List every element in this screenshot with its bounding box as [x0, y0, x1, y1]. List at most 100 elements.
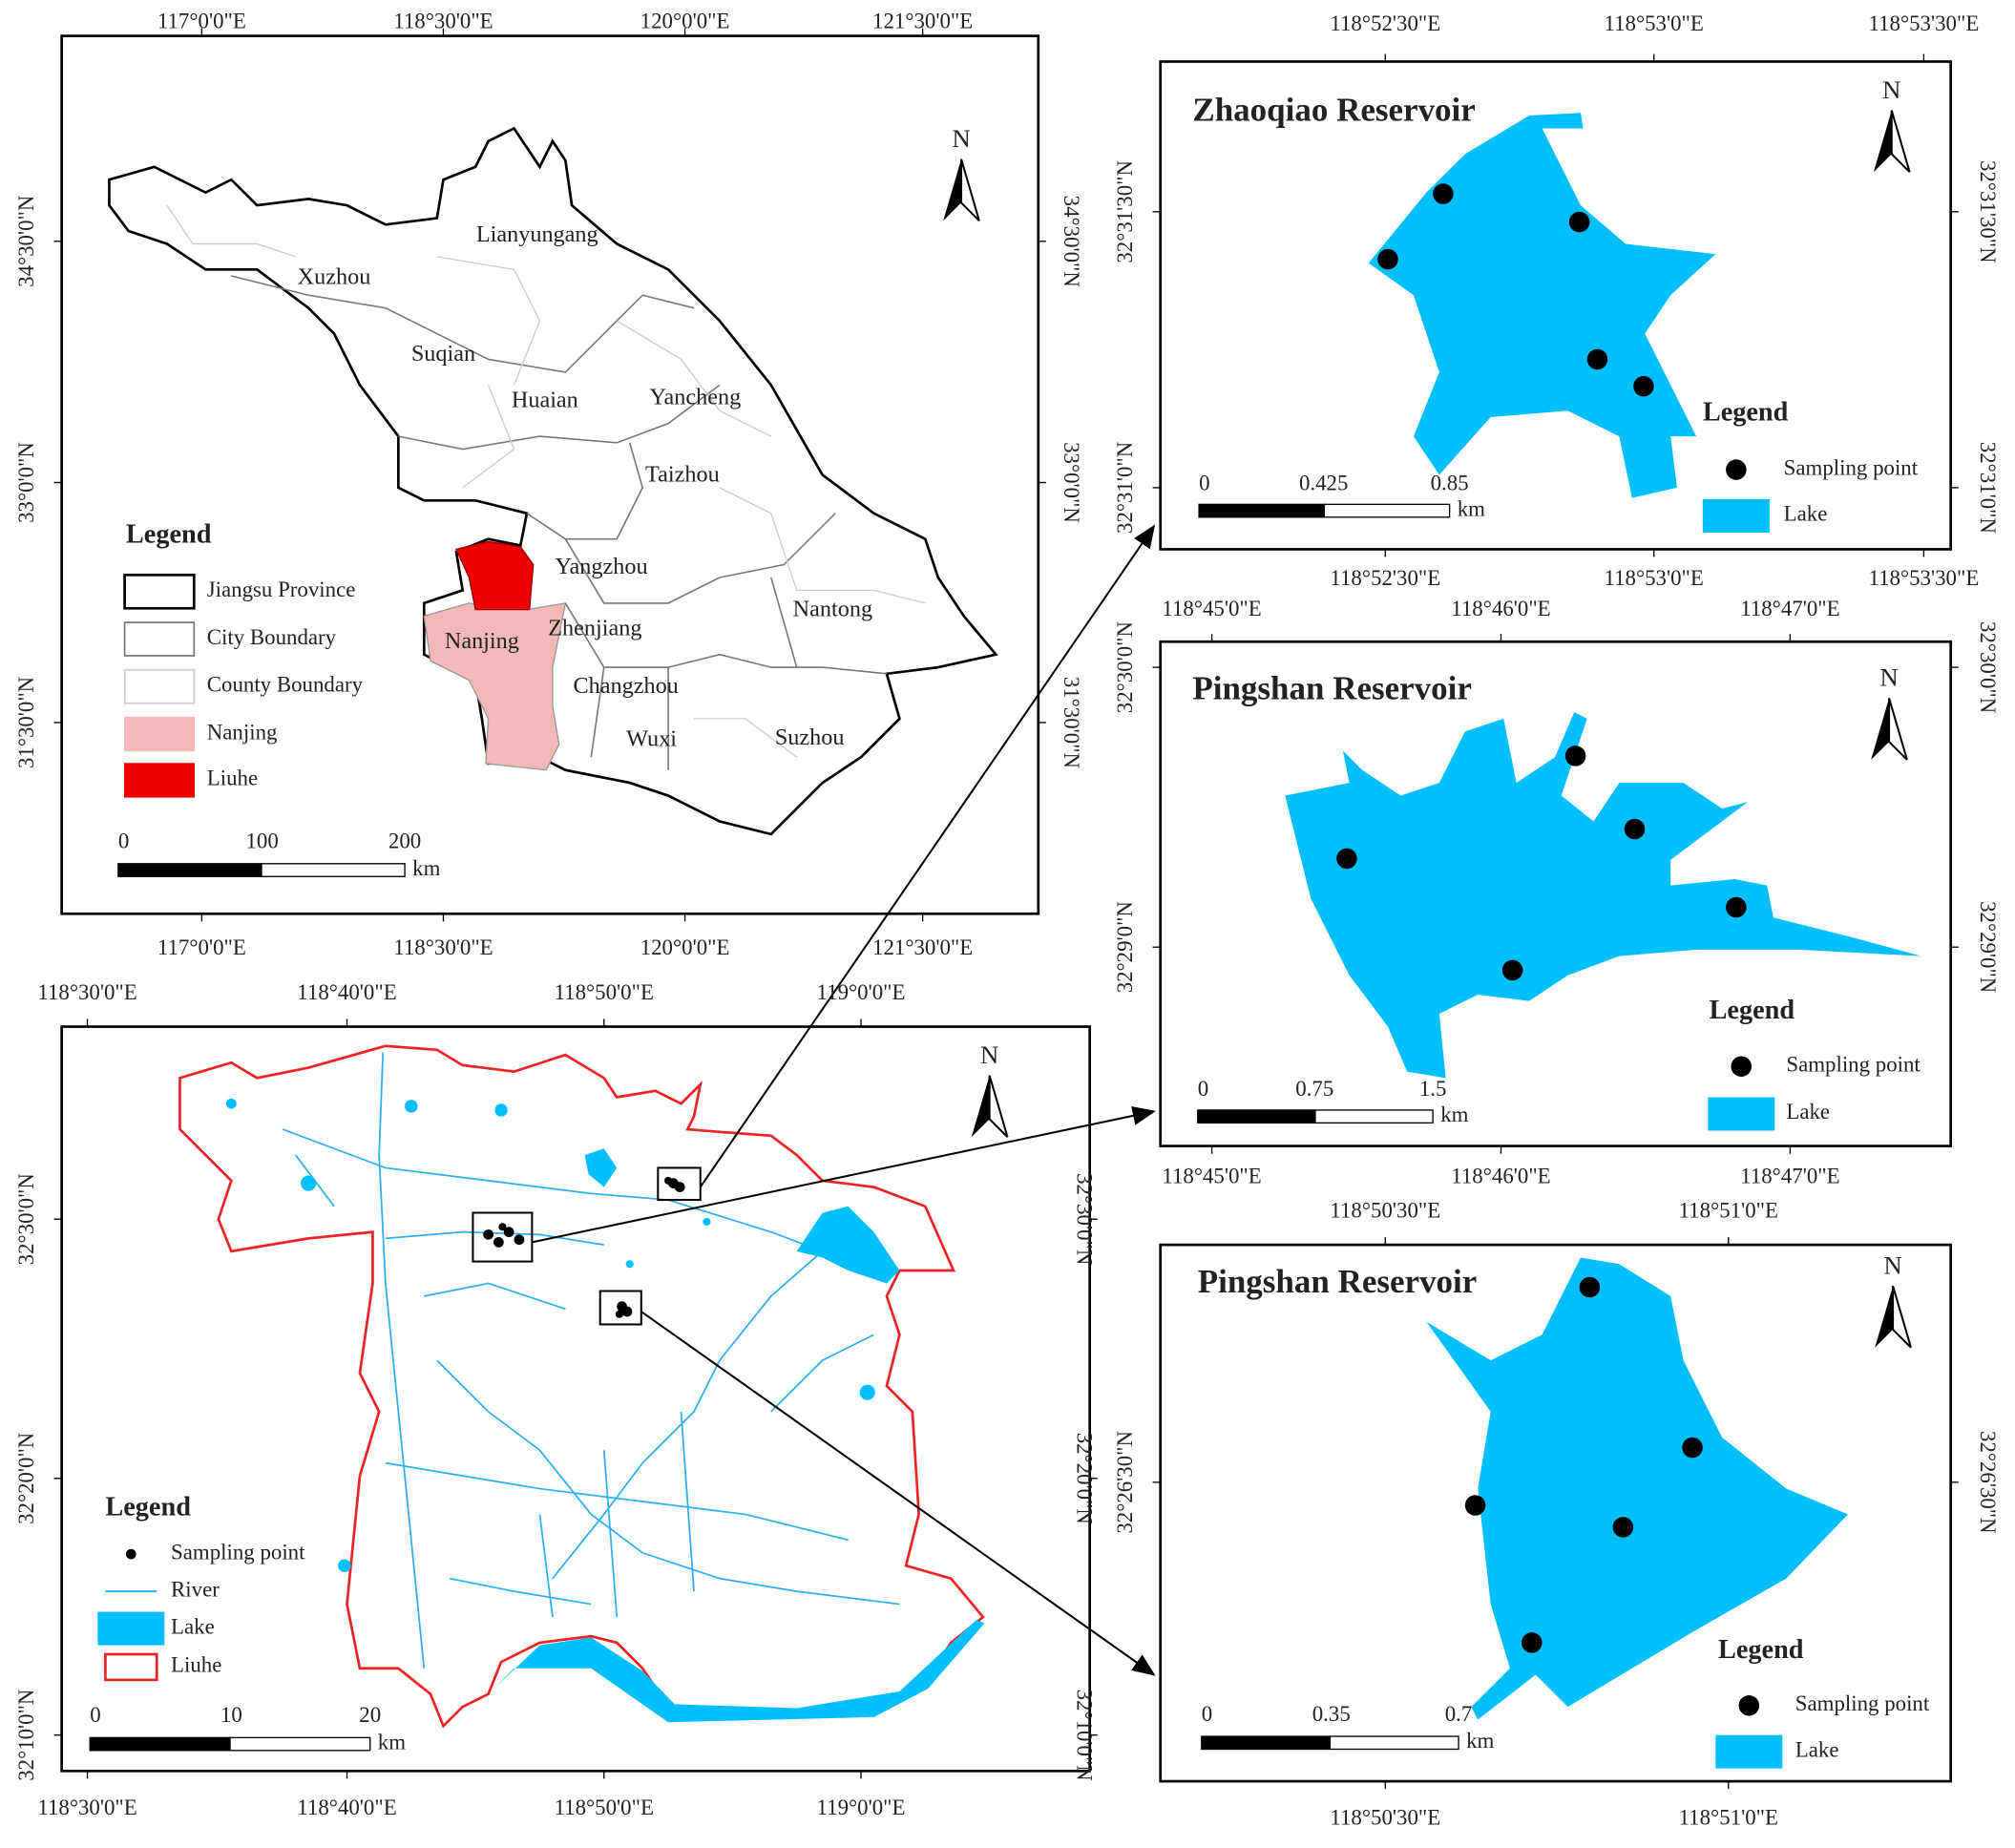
longitude-label: 118°45'0"E: [1162, 1164, 1261, 1187]
longitude-label: 117°0'0"E: [157, 935, 246, 959]
north-arrow: [1871, 698, 1890, 760]
lakes: [225, 1098, 900, 1572]
longitude-label: 118°47'0"E: [1740, 597, 1839, 620]
legend-label: Sampling point: [1786, 1052, 1921, 1076]
inset-boxes: [472, 1166, 702, 1326]
legend-label: Sampling point: [1795, 1691, 1930, 1715]
legend-label: Nanjing: [207, 720, 278, 744]
north-arrow: [1875, 1286, 1894, 1348]
latitude-label: 32°20'0"N: [1072, 1433, 1096, 1524]
longitude-label: 118°47'0"E: [1740, 1164, 1839, 1187]
liuhe-outline: [178, 1044, 985, 1729]
north-label: N: [1882, 75, 1900, 104]
legend-swatch: [123, 763, 195, 798]
jiangsu-outline: [108, 126, 998, 836]
scale-bar: [229, 1736, 371, 1752]
north-label: N: [1883, 1250, 1901, 1279]
latitude-label: 32°30'0"N: [1976, 621, 2000, 713]
latitude-label: 31°30'0"N: [1060, 677, 1083, 768]
north-arrow: [1892, 1285, 1912, 1349]
latitude-label: 33°0'0"N: [1060, 442, 1083, 523]
north-arrow: [960, 158, 980, 221]
north-arrow: [1873, 110, 1892, 173]
place-label: Taizhou: [645, 461, 720, 487]
latitude-label: 32°20'0"N: [14, 1433, 38, 1524]
scale-unit: km: [1440, 1102, 1468, 1126]
longitude-label: 120°0'0"E: [640, 9, 730, 32]
scale-label: 10: [220, 1703, 242, 1727]
longitude-label: 118°52'30"E: [1330, 566, 1440, 590]
legend-label: Liuhe: [171, 1653, 221, 1677]
legend-label: Sampling point: [171, 1540, 305, 1564]
map-frame: [60, 34, 1040, 915]
legend-label: Lake: [1784, 502, 1828, 526]
legend-swatch: [123, 621, 196, 657]
place-label: Xuzhou: [298, 263, 371, 289]
scale-bar: [1323, 503, 1451, 518]
scale-bar: [117, 863, 262, 877]
legend-swatch: [1726, 459, 1747, 480]
scale-label: 200: [388, 830, 421, 853]
longitude-label: 118°53'30"E: [1869, 11, 1980, 35]
scale-bar: [261, 863, 406, 877]
latitude-label: 32°26'30"N: [1976, 1431, 2000, 1534]
scale-bar: [1197, 1109, 1316, 1124]
map-panel: 118°52'30"E 118°52'30"E 118°53'0"E 118°53'0…: [1113, 11, 2000, 590]
north-arrow: [988, 1075, 1009, 1138]
longitude-label: 118°52'30"E: [1330, 11, 1440, 35]
map-frame: [1159, 640, 1953, 1147]
legend-swatch: [125, 1548, 136, 1560]
legend-swatch: [97, 1611, 165, 1646]
map-title: Pingshan Reservoir: [1192, 670, 1472, 707]
longitude-label: 118°53'0"E: [1605, 566, 1704, 590]
longitude-label: 118°40'0"E: [297, 1796, 396, 1819]
longitude-label: 118°46'0"E: [1451, 1164, 1550, 1187]
legend-label: Sampling point: [1784, 455, 1919, 479]
place-label: Yancheng: [649, 385, 741, 410]
map-title: Pingshan Reservoir: [1198, 1263, 1478, 1300]
scale-unit: km: [1458, 496, 1485, 520]
legend-swatch: [1708, 1097, 1775, 1131]
legend-swatch: [1738, 1695, 1760, 1716]
latitude-label: 34°30'0"N: [1060, 196, 1083, 287]
scale-bar: [1198, 503, 1326, 518]
legend-label: Jiangsu Province: [207, 578, 356, 601]
longitude-label: 117°0'0"E: [157, 9, 246, 32]
north-label: N: [952, 124, 970, 153]
legend-label: River: [171, 1577, 220, 1601]
place-label: Lianyungang: [476, 221, 598, 247]
latitude-label: 32°31'0"N: [1113, 442, 1137, 534]
longitude-label: 118°51'0"E: [1679, 1199, 1778, 1223]
scale-bar: [89, 1736, 231, 1752]
north-arrow: [971, 1075, 990, 1138]
latitude-label: 32°29'0"N: [1976, 901, 2000, 993]
scale-bar: [1329, 1735, 1459, 1751]
north-arrow: [943, 158, 962, 221]
liuhe-map: [178, 1044, 985, 1729]
scale-label: 0.85: [1431, 471, 1469, 494]
latitude-label: 32°31'0"N: [1976, 442, 2000, 534]
map-panel: 118°45'0"E 118°45'0"E 118°46'0"E 118°46'0"E…: [1113, 597, 2000, 1187]
longitude-label: 118°46'0"E: [1451, 597, 1550, 620]
liuhe-area: [454, 540, 535, 611]
legend-title: Legend: [126, 519, 212, 549]
longitude-label: 121°30'0"E: [872, 9, 973, 32]
scale-label: 0: [1198, 1077, 1208, 1101]
legend-swatch: [1702, 498, 1770, 533]
map-frame: [1159, 1243, 1953, 1783]
longitude-label: 118°50'0"E: [555, 980, 654, 1004]
scale-label: 0: [1202, 1702, 1212, 1726]
scale-label: 100: [245, 830, 278, 853]
scale-label: 0: [1199, 471, 1209, 494]
latitude-label: 32°31'30"N: [1976, 160, 2000, 263]
legend-title: Legend: [1718, 1635, 1804, 1665]
longitude-label: 118°40'0"E: [297, 980, 396, 1004]
map-frame: [60, 1025, 1092, 1773]
latitude-label: 32°10'0"N: [1072, 1690, 1096, 1781]
pingshan-lake-2: [1426, 1257, 1848, 1720]
legend-label: County Boundary: [207, 673, 364, 697]
zhaoqiao-lake: [1368, 113, 1716, 498]
north-label: N: [980, 1040, 998, 1069]
legend-swatch: [123, 573, 196, 610]
